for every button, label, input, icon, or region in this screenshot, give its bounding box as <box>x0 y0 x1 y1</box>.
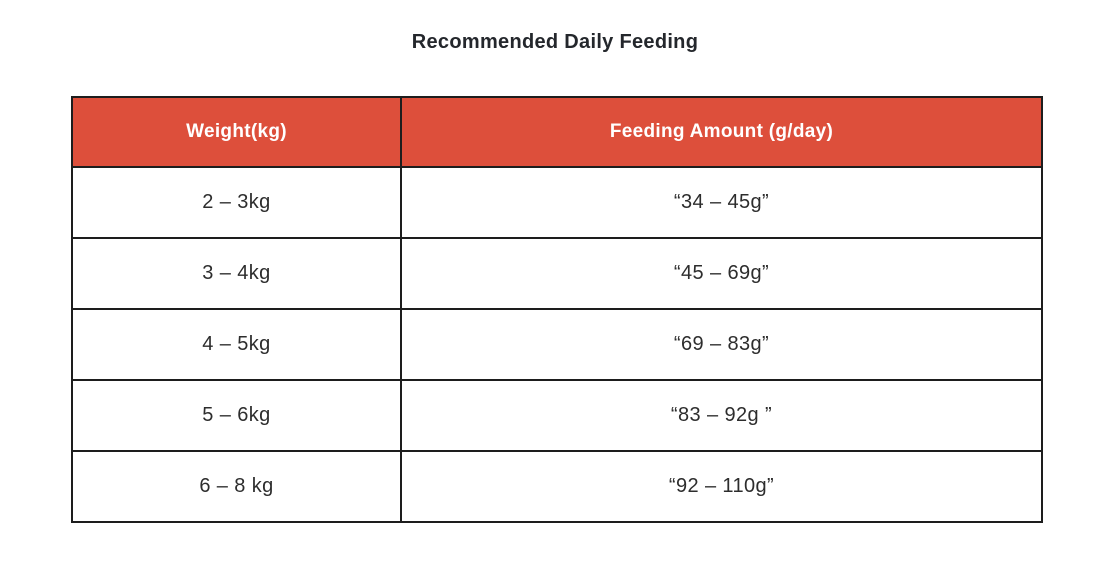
table-row: 6 – 8 kg “92 – 110g” <box>71 450 1043 523</box>
weight-cell: 6 – 8 kg <box>71 450 402 523</box>
table-row: 3 – 4kg “45 – 69g” <box>71 237 1043 310</box>
table-row: 2 – 3kg “34 – 45g” <box>71 166 1043 239</box>
feeding-amount-cell: “34 – 45g” <box>400 166 1043 239</box>
feeding-table: Weight(kg) Feeding Amount (g/day) 2 – 3k… <box>71 96 1043 523</box>
feeding-table-header: Weight(kg) Feeding Amount (g/day) <box>71 96 1043 168</box>
header-row: Weight(kg) Feeding Amount (g/day) <box>71 96 1043 168</box>
weight-cell: 4 – 5kg <box>71 308 402 381</box>
table-row: 4 – 5kg “69 – 83g” <box>71 308 1043 381</box>
feeding-table-body: 2 – 3kg “34 – 45g” 3 – 4kg “45 – 69g” 4 – 5k… <box>71 166 1043 523</box>
feeding-amount-cell: “69 – 83g” <box>400 308 1043 381</box>
weight-cell: 5 – 6kg <box>71 379 402 452</box>
feeding-amount-cell: “92 – 110g” <box>400 450 1043 523</box>
table-row: 5 – 6kg “83 – 92g ” <box>71 379 1043 452</box>
feeding-amount-cell: “45 – 69g” <box>400 237 1043 310</box>
weight-cell: 2 – 3kg <box>71 166 402 239</box>
feeding-amount-cell: “83 – 92g ” <box>400 379 1043 452</box>
column-header-feeding-amount: Feeding Amount (g/day) <box>400 96 1043 168</box>
page-title: Recommended Daily Feeding <box>411 31 699 53</box>
column-header-weight: Weight(kg) <box>71 96 402 168</box>
weight-cell: 3 – 4kg <box>71 237 402 310</box>
